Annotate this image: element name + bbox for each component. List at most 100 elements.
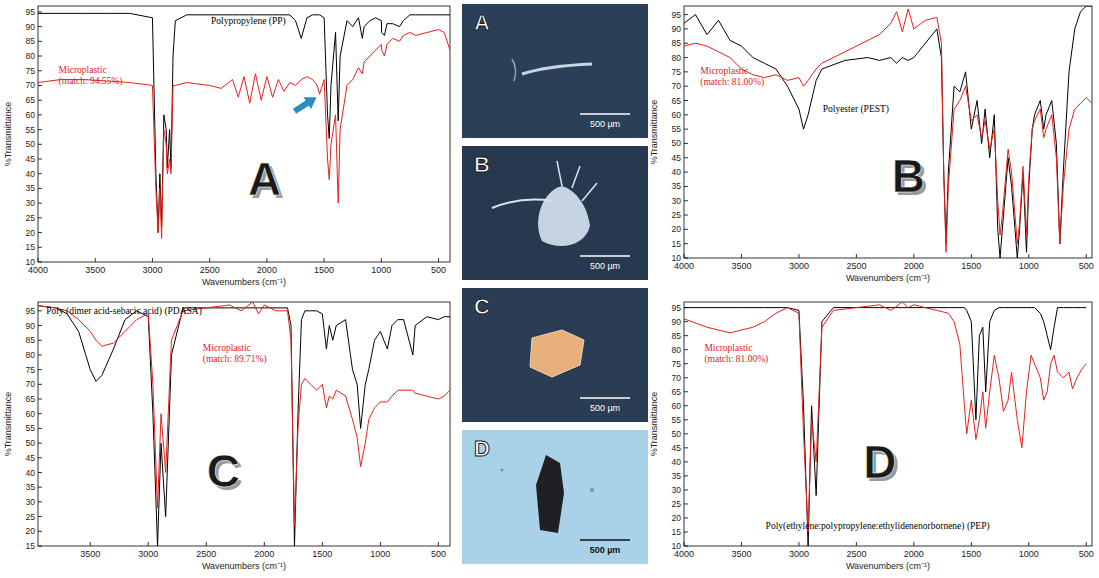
y-tick-label: 85 bbox=[26, 335, 36, 345]
plot-lines bbox=[684, 302, 1086, 546]
particle bbox=[557, 161, 597, 201]
y-tick bbox=[38, 340, 42, 341]
y-tick-label: 35 bbox=[26, 183, 36, 193]
y-tick bbox=[684, 28, 688, 29]
figure: 4000350030002500200015001000500101520253… bbox=[0, 0, 1099, 578]
y-tick-label: 55 bbox=[672, 124, 682, 134]
series-label: Microplastic(match: 81.00%) bbox=[700, 66, 764, 88]
y-tick bbox=[684, 503, 688, 504]
x-tick-label: 500 bbox=[431, 549, 446, 559]
y-tick bbox=[38, 369, 42, 370]
x-tick bbox=[90, 542, 91, 546]
y-tick bbox=[38, 546, 42, 547]
y-tick bbox=[38, 310, 42, 311]
y-tick-label: 80 bbox=[26, 350, 36, 360]
y-tick bbox=[38, 487, 42, 488]
x-tick bbox=[684, 254, 685, 258]
micrograph-label: A bbox=[474, 10, 490, 35]
x-tick-label: 2500 bbox=[846, 261, 866, 271]
y-tick-label: 90 bbox=[672, 317, 682, 327]
x-tick-label: 2500 bbox=[200, 265, 220, 275]
x-tick bbox=[264, 542, 265, 546]
y-tick bbox=[684, 363, 688, 364]
x-tick bbox=[684, 542, 685, 546]
y-tick bbox=[684, 57, 688, 58]
x-tick bbox=[438, 258, 439, 262]
y-tick-label: 45 bbox=[26, 453, 36, 463]
y-tick-label: 40 bbox=[26, 468, 36, 478]
spectrum-line bbox=[684, 302, 1086, 532]
y-tick bbox=[684, 475, 688, 476]
y-tick-label: 75 bbox=[672, 359, 682, 369]
y-tick-label: 35 bbox=[672, 181, 682, 191]
x-tick-label: 1500 bbox=[961, 261, 981, 271]
x-tick bbox=[1086, 542, 1087, 546]
y-tick bbox=[38, 70, 42, 71]
y-tick bbox=[38, 11, 42, 12]
x-tick bbox=[1028, 254, 1029, 258]
y-tick-label: 60 bbox=[26, 409, 36, 419]
plot-frame bbox=[684, 6, 1092, 258]
x-tick bbox=[741, 542, 742, 546]
x-tick bbox=[380, 542, 381, 546]
x-tick bbox=[324, 258, 325, 262]
micrograph-label: B bbox=[474, 152, 490, 177]
particle bbox=[530, 330, 584, 377]
y-tick bbox=[38, 217, 42, 218]
x-tick-label: 1500 bbox=[961, 549, 981, 559]
y-tick-label: 85 bbox=[26, 36, 36, 46]
y-axis-title: %Transmittance bbox=[3, 392, 13, 457]
y-tick-label: 65 bbox=[26, 394, 36, 404]
y-tick bbox=[38, 144, 42, 145]
scale-bar bbox=[580, 397, 630, 399]
panel-letter: D bbox=[863, 436, 896, 488]
y-tick bbox=[684, 546, 688, 547]
y-tick-label: 80 bbox=[672, 53, 682, 63]
x-tick-label: 2500 bbox=[846, 549, 866, 559]
x-tick-label: 3000 bbox=[142, 265, 162, 275]
y-tick bbox=[684, 531, 688, 532]
y-tick-label: 95 bbox=[672, 303, 682, 313]
y-tick bbox=[684, 335, 688, 336]
y-tick-label: 15 bbox=[26, 242, 36, 252]
y-tick bbox=[38, 501, 42, 502]
particle bbox=[492, 200, 552, 208]
y-tick bbox=[684, 405, 688, 406]
spectrum-line bbox=[38, 302, 450, 525]
y-tick-label: 45 bbox=[672, 443, 682, 453]
series-label: Poly (dimer acid-sebacic acid) (PDASA) bbox=[46, 306, 202, 317]
y-tick-label: 25 bbox=[26, 213, 36, 223]
label-line: Microplastic bbox=[59, 65, 107, 75]
spectrum-line bbox=[38, 13, 450, 232]
y-tick-label: 20 bbox=[672, 513, 682, 523]
y-tick-label: 35 bbox=[672, 471, 682, 481]
y-tick-label: 75 bbox=[26, 66, 36, 76]
y-tick-label: 95 bbox=[26, 7, 36, 17]
y-tick bbox=[684, 71, 688, 72]
y-tick-label: 70 bbox=[672, 81, 682, 91]
y-tick bbox=[38, 516, 42, 517]
label-line: (match: 81.00%) bbox=[700, 77, 764, 88]
y-tick-label: 60 bbox=[672, 110, 682, 120]
y-tick bbox=[38, 188, 42, 189]
x-tick-label: 1000 bbox=[371, 265, 391, 275]
x-tick-label: 1000 bbox=[1019, 261, 1039, 271]
x-tick-label: 3500 bbox=[80, 549, 100, 559]
x-tick bbox=[971, 254, 972, 258]
arrow bbox=[295, 97, 317, 111]
micrograph-label: C bbox=[474, 294, 490, 319]
y-tick-label: 90 bbox=[26, 321, 36, 331]
series-label: Polyester (PEST) bbox=[823, 104, 889, 115]
spectrum-line bbox=[684, 9, 1092, 252]
series-label: Microplastic(match: 81.00%) bbox=[704, 343, 768, 365]
y-tick-label: 50 bbox=[672, 429, 682, 439]
x-tick-label: 2000 bbox=[254, 549, 274, 559]
y-tick bbox=[684, 114, 688, 115]
y-tick-label: 25 bbox=[26, 512, 36, 522]
y-tick-label: 15 bbox=[26, 541, 36, 551]
y-tick bbox=[38, 354, 42, 355]
x-axis-title: Wavenumbers (cm⁻¹) bbox=[202, 277, 286, 287]
x-axis-title: Wavenumbers (cm⁻¹) bbox=[846, 273, 930, 283]
label-line: (match: 81.00%) bbox=[704, 354, 768, 365]
label-line: Microplastic bbox=[203, 343, 251, 353]
